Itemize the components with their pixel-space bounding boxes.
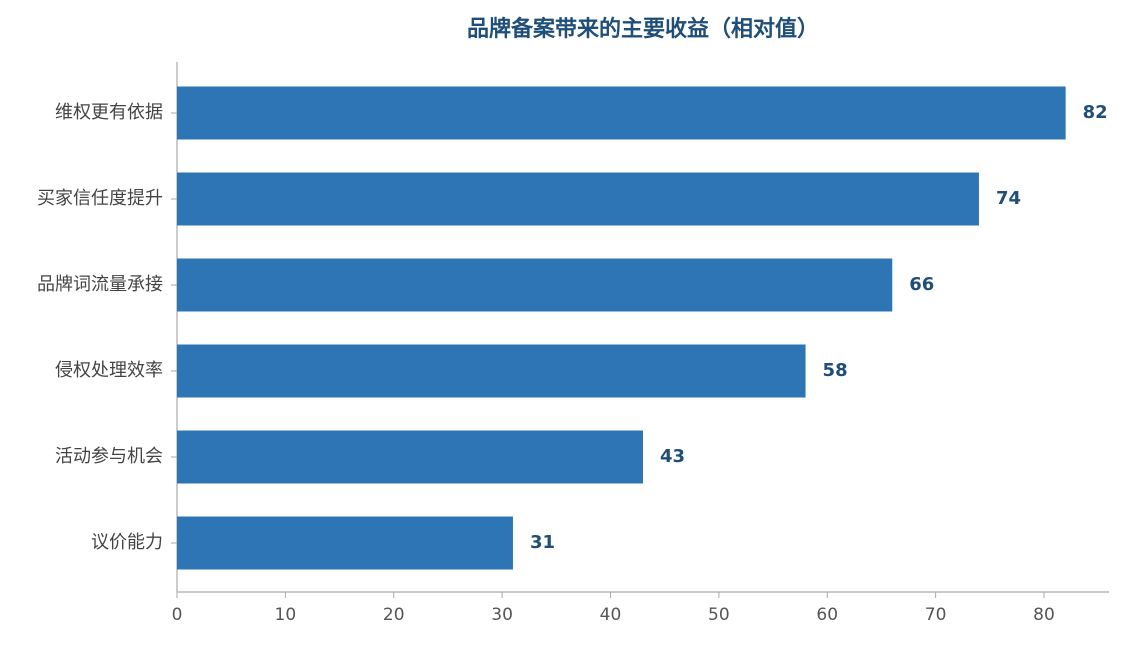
value-label: 74 xyxy=(996,188,1021,209)
x-tick-label: 60 xyxy=(816,605,838,625)
x-tick-label: 50 xyxy=(708,605,730,625)
x-tick-label: 20 xyxy=(383,605,405,625)
bar xyxy=(177,516,513,570)
x-tick-label: 40 xyxy=(600,605,622,625)
x-tick-label: 80 xyxy=(1033,605,1055,625)
bar xyxy=(177,430,643,484)
bar xyxy=(177,86,1066,140)
x-tick-label: 30 xyxy=(491,605,513,625)
value-label: 31 xyxy=(530,532,555,553)
y-tick-label: 买家信任度提升 xyxy=(37,188,163,209)
bar xyxy=(177,258,893,312)
chart-title: 品牌备案带来的主要收益（相对值） xyxy=(467,16,819,42)
y-tick-label: 维权更有依据 xyxy=(55,102,163,123)
bar xyxy=(177,344,806,398)
value-label: 58 xyxy=(823,360,848,381)
bar xyxy=(177,172,979,226)
x-tick-label: 0 xyxy=(172,605,183,625)
value-label: 43 xyxy=(660,446,685,467)
y-tick-label: 活动参与机会 xyxy=(55,446,163,467)
y-tick-label: 议价能力 xyxy=(91,532,163,553)
value-label: 82 xyxy=(1083,102,1108,123)
x-tick-label: 70 xyxy=(925,605,947,625)
y-tick-label: 品牌词流量承接 xyxy=(37,274,163,295)
value-label: 66 xyxy=(909,274,934,295)
x-tick-label: 10 xyxy=(275,605,297,625)
y-tick-label: 侵权处理效率 xyxy=(55,360,163,381)
